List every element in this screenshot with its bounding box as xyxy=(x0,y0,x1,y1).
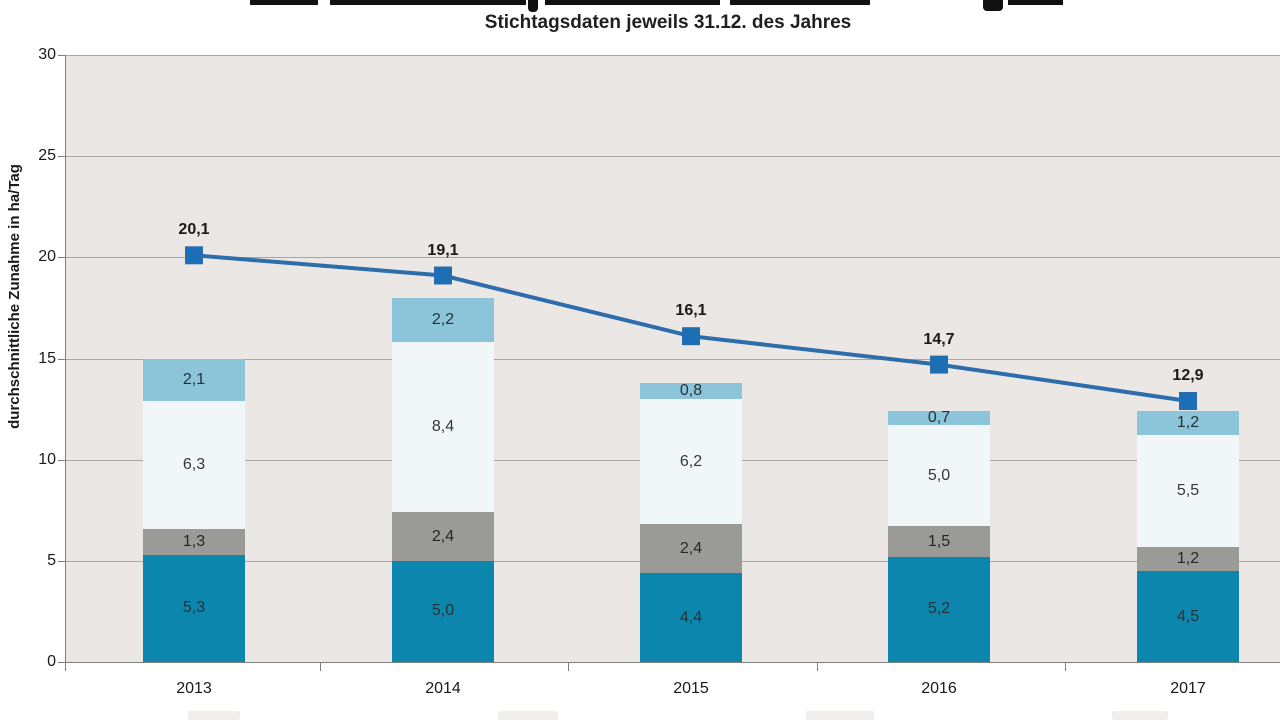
x-tick-mark xyxy=(568,662,569,671)
bar-segment xyxy=(143,401,245,529)
x-axis-line xyxy=(65,662,1280,663)
line-value-label: 19,1 xyxy=(427,241,459,259)
cropped-title-fragment xyxy=(1008,0,1063,5)
gridline xyxy=(65,156,1280,158)
bar-segment xyxy=(640,399,742,525)
bar-segment-label: 2,4 xyxy=(431,527,455,545)
line-marker xyxy=(930,355,948,374)
bar-segment-label: 2,4 xyxy=(679,539,703,557)
y-tick-label: 10 xyxy=(38,450,56,468)
x-tick-label-year: 2016 xyxy=(921,680,957,697)
bar-segment-label: 5,5 xyxy=(1176,482,1200,499)
bar-segment xyxy=(888,526,990,557)
bar-segment-label: 5,3 xyxy=(182,599,206,617)
bar-segment-label: 5,0 xyxy=(431,602,455,620)
x-tick-mark xyxy=(1064,662,1066,671)
y-tick-label: 0 xyxy=(47,653,56,670)
x-tick-label-year: 2015 xyxy=(673,680,709,697)
gridline xyxy=(65,257,1280,259)
line-marker xyxy=(1179,392,1197,410)
bar-segment-label: 5,0 xyxy=(927,466,951,484)
cropped-legend-fragment xyxy=(498,711,558,720)
bar-segment xyxy=(143,554,245,662)
bar-segment-label: 4,4 xyxy=(679,608,703,626)
line-marker xyxy=(185,246,203,265)
y-tick-label: 25 xyxy=(38,147,56,165)
bar-segment xyxy=(888,411,990,426)
bar-segment xyxy=(888,556,990,662)
bar-segment-label: 8,4 xyxy=(431,418,455,436)
cropped-legend-fragment xyxy=(806,711,874,720)
bar-segment-label: 1,3 xyxy=(182,532,206,550)
y-tick-label: 30 xyxy=(38,46,56,63)
bar-segment xyxy=(640,524,742,573)
bar-segment-label: 0,8 xyxy=(679,381,703,399)
cropped-legend-fragment xyxy=(1112,711,1168,720)
bar-segment-label: 1,2 xyxy=(1176,414,1200,432)
x-tick-mark xyxy=(319,662,321,671)
chart-subtitle: Stichtagsdaten jeweils 31.12. des Jahres xyxy=(484,12,852,33)
line-value-label: 20,1 xyxy=(178,221,210,239)
y-tick-mark xyxy=(58,459,65,461)
y-tick-label: 20 xyxy=(38,248,56,266)
x-tick-mark xyxy=(65,662,66,671)
cropped-title-fragment xyxy=(330,0,526,5)
bar-segment xyxy=(1137,571,1239,663)
bar-segment xyxy=(392,512,494,561)
bar-segment xyxy=(1137,546,1239,571)
y-tick-mark xyxy=(58,257,65,259)
cropped-legend-fragment xyxy=(188,711,240,720)
y-tick-mark xyxy=(58,156,65,158)
x-tick-label-year: 2017 xyxy=(1170,680,1206,697)
cropped-title-fragment xyxy=(983,0,1003,11)
line-value-label: 12,9 xyxy=(1172,367,1204,384)
bar-segment xyxy=(888,425,990,527)
bar-segment-label: 2,1 xyxy=(182,370,206,388)
line-value-label: 14,7 xyxy=(923,330,955,348)
gridline xyxy=(65,358,1280,360)
bar-segment xyxy=(392,297,494,343)
bar-segment xyxy=(640,382,742,399)
bar-segment xyxy=(1137,435,1239,547)
cropped-title-fragment xyxy=(250,0,318,5)
bar-segment-label: 5,2 xyxy=(927,600,951,618)
bar-segment xyxy=(1137,411,1239,436)
line-value-label: 16,1 xyxy=(675,302,707,320)
x-tick-label-year: 2013 xyxy=(176,680,212,697)
bar-segment xyxy=(392,342,494,513)
bar-segment-label: 2,2 xyxy=(431,311,455,329)
y-tick-mark xyxy=(58,662,65,663)
cropped-title-fragment xyxy=(730,0,870,5)
y-tick-mark xyxy=(58,560,65,562)
line-marker xyxy=(682,327,700,346)
bar-segment xyxy=(640,573,742,662)
cropped-title-fragment xyxy=(528,0,538,12)
bar-segment xyxy=(143,358,245,401)
bar-segment-label: 4,5 xyxy=(1176,607,1200,625)
bar-segment xyxy=(392,560,494,662)
bar-segment-label: 6,2 xyxy=(679,452,703,470)
bar-segment xyxy=(143,528,245,555)
bar-segment-label: 1,5 xyxy=(927,532,951,550)
gridline xyxy=(65,55,1280,56)
bar-segment-label: 6,3 xyxy=(182,455,206,473)
y-tick-mark xyxy=(58,358,65,360)
y-tick-label: 5 xyxy=(47,551,56,569)
bar-segment-label: 0,7 xyxy=(927,409,951,427)
y-axis-line xyxy=(65,55,66,662)
line-marker xyxy=(434,266,452,285)
x-tick-mark xyxy=(816,662,818,671)
y-tick-mark xyxy=(58,55,65,56)
bar-segment-label: 1,2 xyxy=(1176,549,1200,567)
cropped-title-fragment xyxy=(545,0,720,5)
x-tick-label-year: 2014 xyxy=(425,680,461,697)
y-tick-label: 15 xyxy=(38,349,56,367)
